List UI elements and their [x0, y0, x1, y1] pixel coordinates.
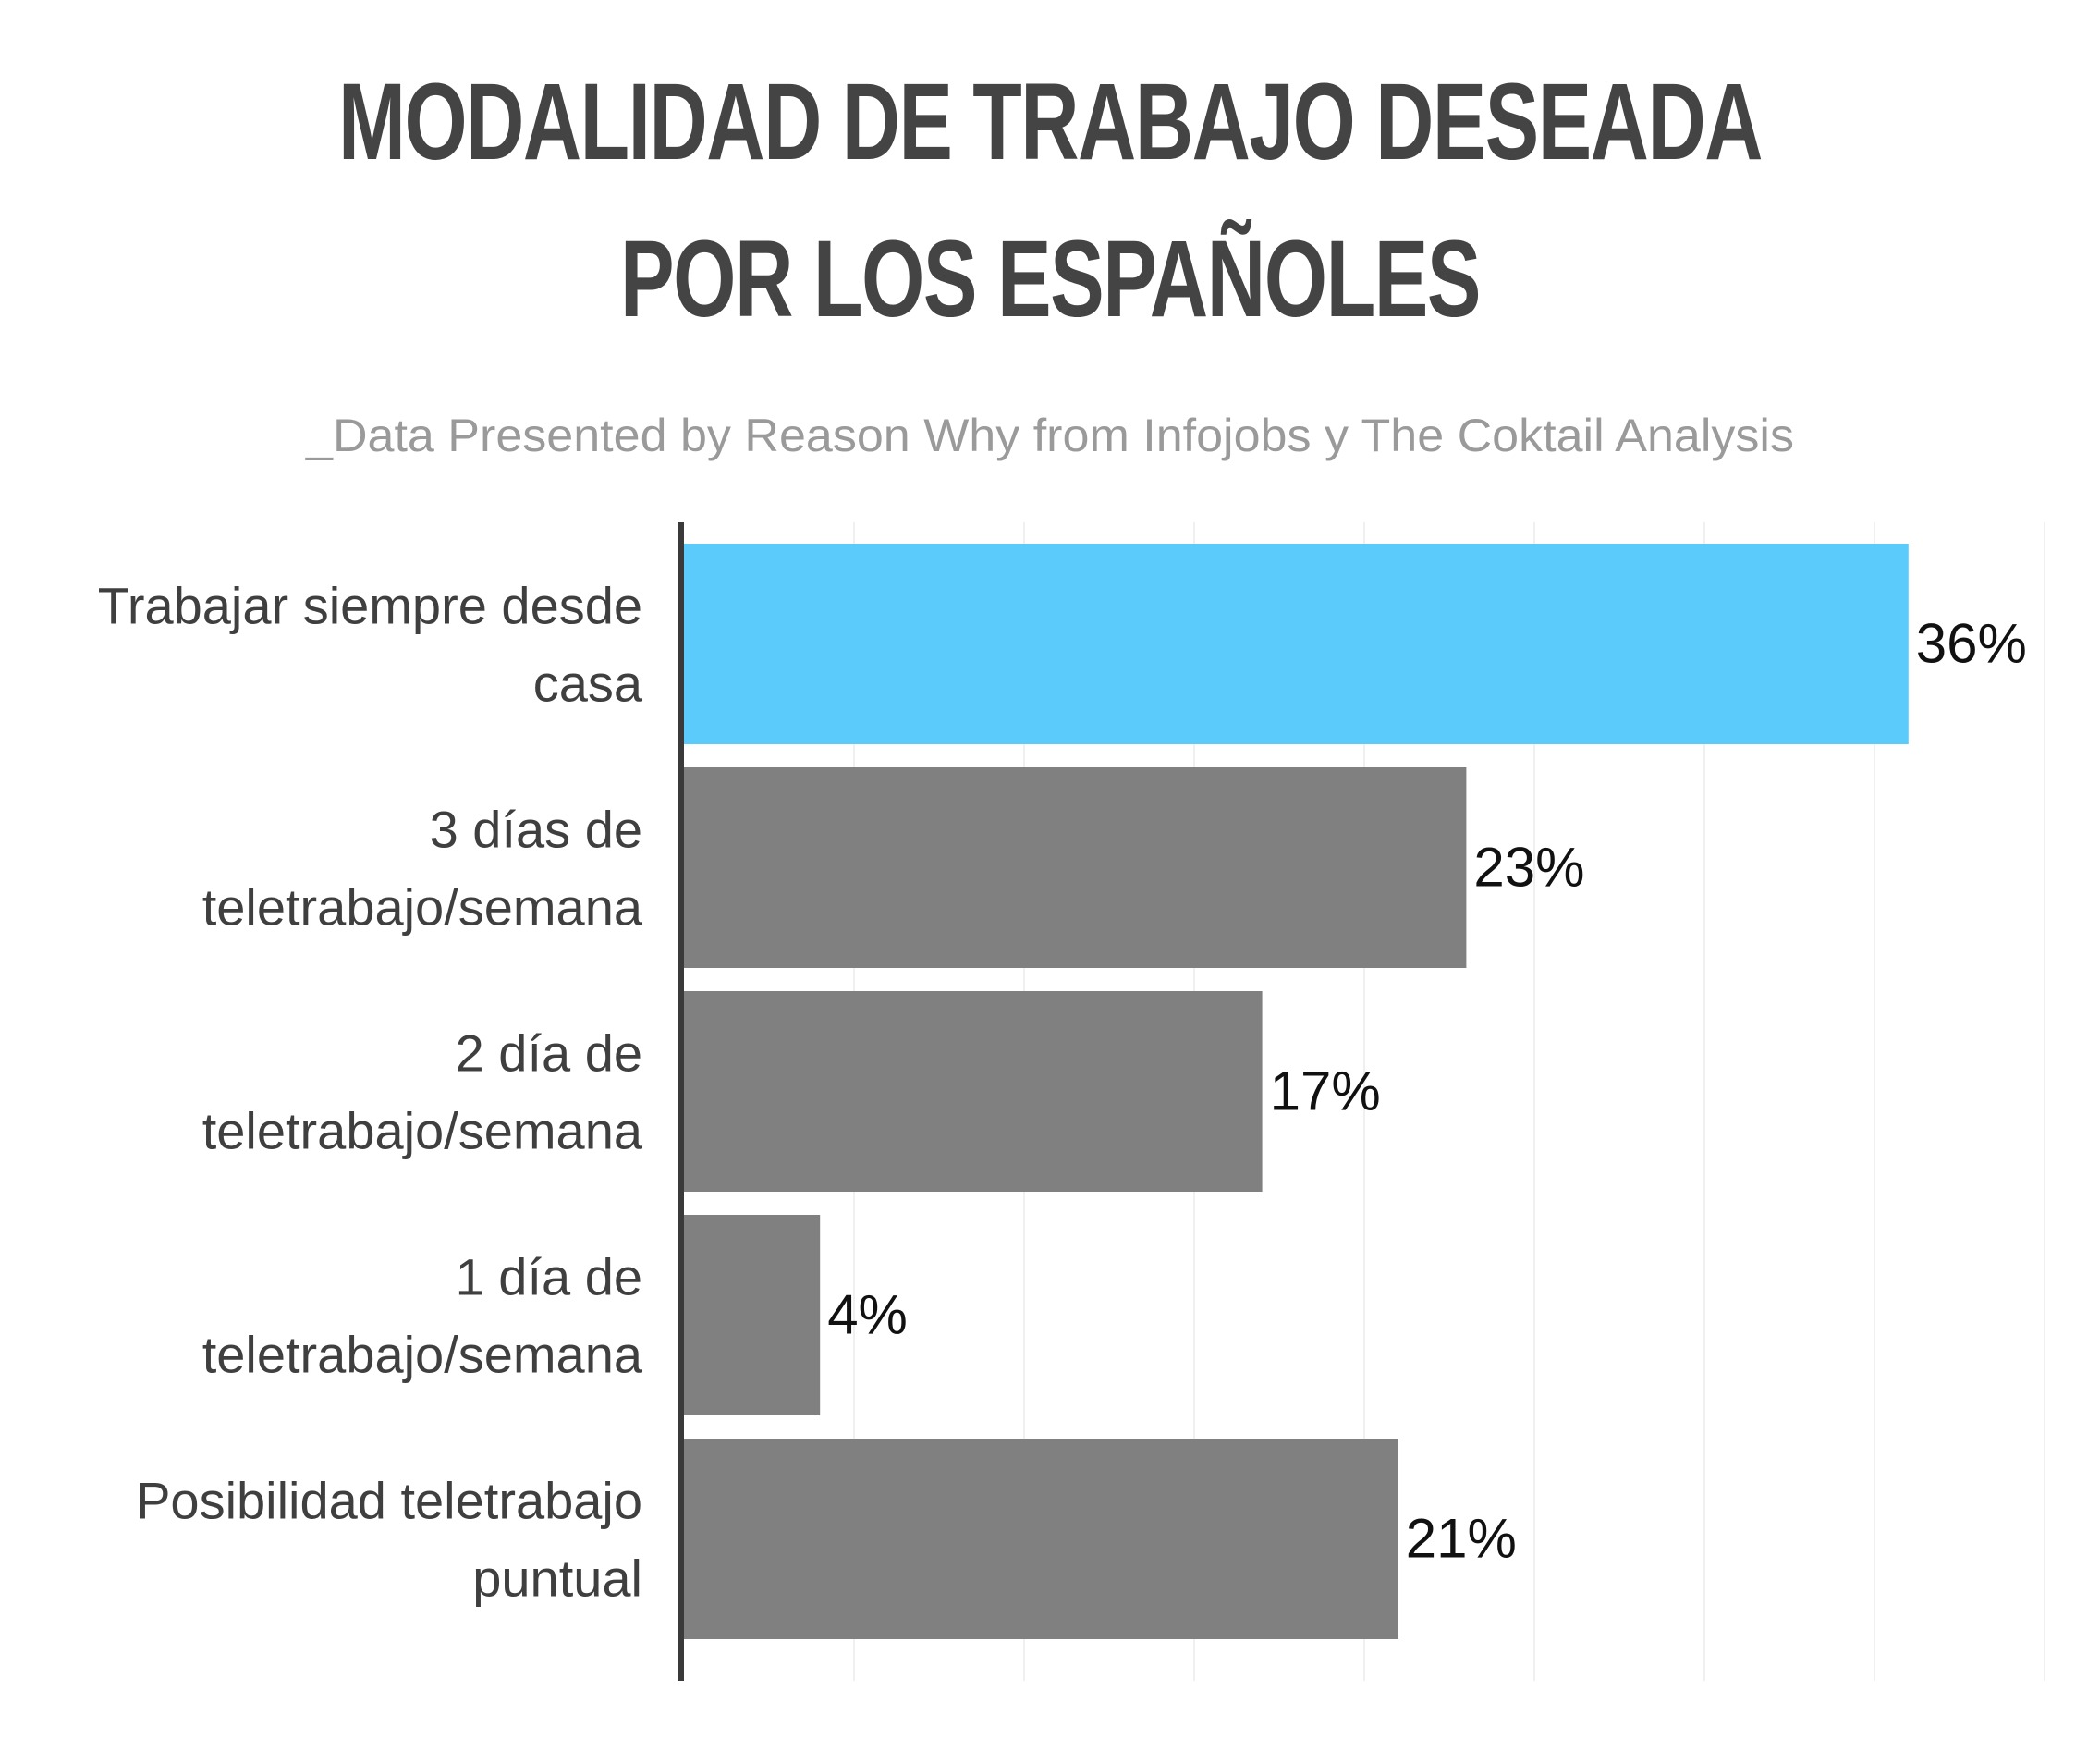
category-label: puntual: [472, 1550, 642, 1608]
category-label: 2 día de: [456, 1024, 642, 1083]
chart-title-line-1: MODALIDAD DE TRABAJO DESEADA: [338, 61, 1762, 183]
category-label: teletrabajo/semana: [202, 1326, 643, 1384]
bar: [684, 1439, 1398, 1639]
bar: [684, 991, 1263, 1192]
category-label: teletrabajo/semana: [202, 878, 643, 937]
chart-subtitle: _Data Presented by Reason Why from Infoj…: [305, 410, 1794, 461]
data-label: 17%: [1270, 1060, 1381, 1122]
category-label: Posibilidad teletrabajo: [136, 1472, 642, 1530]
bar: [684, 544, 1909, 744]
bar: [684, 767, 1467, 968]
category-labels: Trabajar siempre desde casa 3 días de telet…: [98, 577, 643, 1608]
category-label: 1 día de: [456, 1248, 642, 1306]
chart-title: MODALIDAD DE TRABAJO DESEADA POR LOS ESP…: [338, 61, 1764, 340]
data-label: 21%: [1406, 1508, 1517, 1570]
category-label: Trabajar siempre desde: [98, 577, 642, 635]
chart-title-line-2: POR LOS ESPAÑOLES: [620, 218, 1480, 340]
bars: [684, 544, 1909, 1639]
bar: [684, 1215, 821, 1415]
category-label: 3 días de: [430, 801, 642, 859]
data-label: 4%: [827, 1284, 908, 1346]
data-label: 36%: [1916, 613, 2027, 675]
category-label: teletrabajo/semana: [202, 1102, 643, 1160]
category-label: casa: [533, 655, 643, 713]
data-label: 23%: [1473, 837, 1584, 899]
value-labels: 36% 23% 17% 4% 21%: [827, 613, 2027, 1570]
